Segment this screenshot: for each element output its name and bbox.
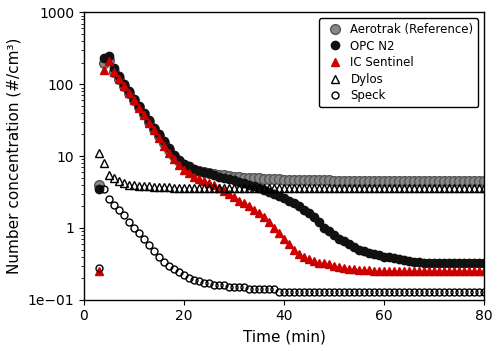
Speck	[126, 220, 132, 224]
OPC N2	[376, 253, 382, 257]
Dylos	[266, 186, 272, 190]
Speck	[96, 266, 102, 270]
Aerotrak (Reference)	[96, 183, 102, 187]
Line: Speck: Speck	[96, 185, 488, 295]
Aerotrak (Reference)	[481, 179, 487, 183]
Speck	[266, 287, 272, 291]
IC Sentinel	[126, 91, 132, 95]
Dylos	[481, 186, 487, 190]
OPC N2	[481, 261, 487, 266]
IC Sentinel	[106, 59, 112, 63]
Aerotrak (Reference)	[376, 179, 382, 183]
Dylos	[376, 186, 382, 190]
Aerotrak (Reference)	[266, 177, 272, 181]
IC Sentinel	[376, 269, 382, 273]
Aerotrak (Reference)	[106, 58, 112, 62]
Aerotrak (Reference)	[166, 148, 172, 153]
Speck	[301, 290, 307, 294]
Dylos	[296, 186, 302, 190]
OPC N2	[106, 54, 112, 58]
OPC N2	[96, 187, 102, 191]
Speck	[481, 290, 487, 294]
OPC N2	[296, 204, 302, 208]
Aerotrak (Reference)	[296, 178, 302, 182]
IC Sentinel	[481, 269, 487, 273]
Speck	[101, 187, 107, 191]
Line: Aerotrak (Reference): Aerotrak (Reference)	[94, 55, 489, 190]
Y-axis label: Number concentration (#/cm³): Number concentration (#/cm³)	[7, 38, 22, 274]
IC Sentinel	[266, 220, 272, 224]
Speck	[226, 285, 232, 289]
IC Sentinel	[226, 192, 232, 196]
IC Sentinel	[96, 269, 102, 273]
Line: OPC N2: OPC N2	[94, 52, 488, 268]
Legend: Aerotrak (Reference), OPC N2, IC Sentinel, Dylos, Speck: Aerotrak (Reference), OPC N2, IC Sentine…	[318, 18, 478, 107]
Dylos	[171, 186, 177, 190]
Dylos	[161, 185, 167, 189]
Speck	[276, 290, 282, 294]
OPC N2	[166, 146, 172, 150]
Dylos	[96, 151, 102, 155]
Line: Dylos: Dylos	[94, 149, 488, 192]
Speck	[166, 263, 172, 267]
Aerotrak (Reference)	[226, 174, 232, 178]
IC Sentinel	[166, 151, 172, 155]
OPC N2	[436, 261, 442, 266]
OPC N2	[126, 89, 132, 93]
OPC N2	[226, 177, 232, 181]
X-axis label: Time (min): Time (min)	[242, 329, 326, 344]
Dylos	[121, 181, 127, 185]
Speck	[381, 290, 387, 294]
Dylos	[226, 186, 232, 190]
Line: IC Sentinel: IC Sentinel	[94, 57, 488, 275]
IC Sentinel	[296, 251, 302, 256]
OPC N2	[266, 190, 272, 194]
Aerotrak (Reference)	[126, 91, 132, 95]
